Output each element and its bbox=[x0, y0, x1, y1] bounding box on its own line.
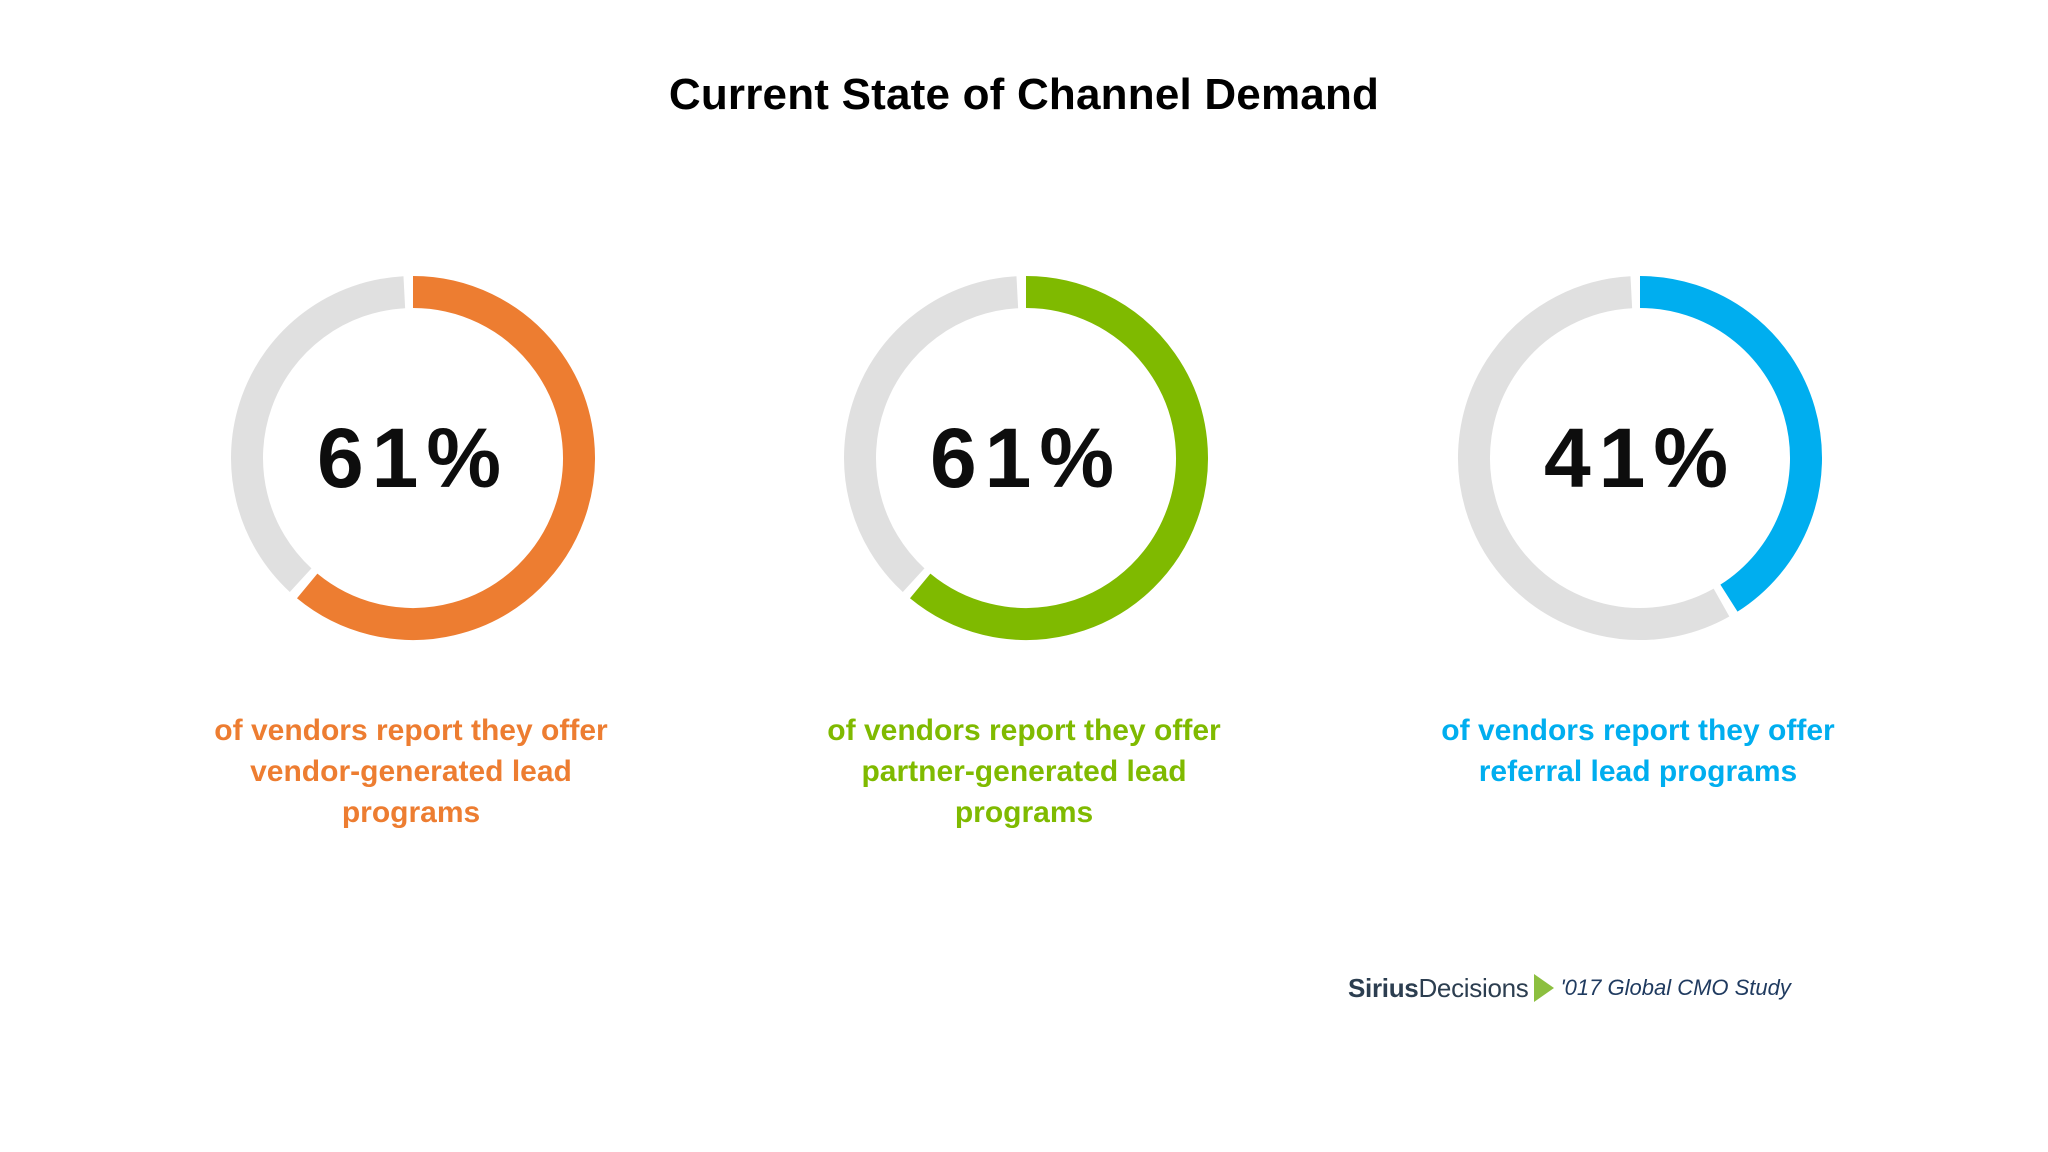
donut-chart-referral: 41% bbox=[1450, 268, 1830, 648]
chart-title: Current State of Channel Demand bbox=[668, 70, 1380, 119]
donut-svg bbox=[1458, 276, 1822, 640]
donut-track-segment bbox=[1458, 276, 1730, 640]
donut-svg bbox=[844, 276, 1208, 640]
logo-text-sirius: Sirius bbox=[1348, 972, 1419, 1003]
caption-line: of vendors report they offer bbox=[827, 714, 1221, 747]
caption-partner: of vendors report they offer partner-gen… bbox=[794, 710, 1254, 833]
donut-value-label: 41% bbox=[1543, 411, 1737, 505]
caption-line: referral lead programs bbox=[1478, 755, 1798, 788]
source-text: '017 Global CMO Study bbox=[1560, 975, 1791, 1000]
donut-value-label: 61% bbox=[929, 411, 1123, 505]
caption-line: programs bbox=[954, 796, 1094, 829]
donut-track-segment bbox=[231, 276, 406, 592]
caption-line: of vendors report they offer bbox=[214, 714, 608, 747]
caption-vendor: of vendors report they offer vendor-gene… bbox=[181, 710, 641, 833]
donut-value-arc bbox=[1639, 276, 1822, 612]
caption-line: vendor-generated lead bbox=[250, 755, 572, 788]
logo-arrow-icon bbox=[1534, 974, 1555, 1002]
donut-chart-partner: 61% bbox=[836, 268, 1216, 648]
donut-svg bbox=[231, 276, 595, 640]
donut-value-label: 61% bbox=[316, 411, 510, 505]
caption-line: programs bbox=[341, 796, 481, 829]
donut-value-arc bbox=[297, 276, 595, 640]
caption-line: partner-generated lead bbox=[861, 755, 1187, 788]
donut-value-arc bbox=[910, 276, 1208, 640]
siriusdecisions-logo: Sirius Decisions bbox=[1348, 972, 1555, 1004]
donut-chart-vendor: 61% bbox=[223, 268, 603, 648]
caption-line: of vendors report they offer bbox=[1441, 714, 1835, 747]
source-note: Sirius Decisions '017 Global CMO Study bbox=[1348, 968, 1791, 1008]
donut-track-segment bbox=[844, 276, 1019, 592]
caption-referral: of vendors report they offer referral le… bbox=[1408, 710, 1868, 792]
logo-text-decisions: Decisions bbox=[1418, 972, 1529, 1003]
